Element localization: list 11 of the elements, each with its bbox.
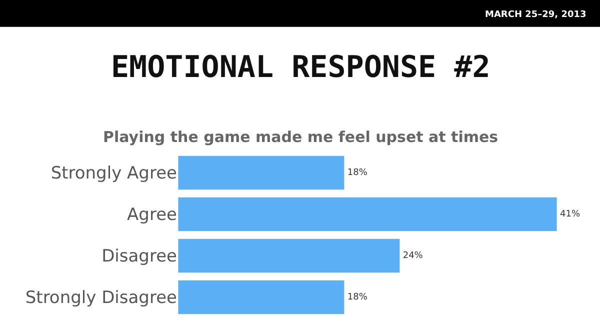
text: MARCH 25–29, 2013 xyxy=(485,10,586,20)
data-label: 41% xyxy=(560,209,580,220)
y-tick-label: Strongly Disagree xyxy=(25,288,177,308)
y-tick-label: Strongly Agree xyxy=(50,164,177,184)
y-tick-label: Agree xyxy=(127,205,177,226)
data-label: 18% xyxy=(347,292,368,302)
chart-subtitle: Playing the game made me feel upset at times xyxy=(103,128,498,146)
data-label: 24% xyxy=(402,250,424,261)
data-label: 18% xyxy=(347,168,368,178)
y-tick-label: Disagree xyxy=(102,246,177,267)
chart-title: EMOTIONAL RESPONSE #2 xyxy=(111,50,490,85)
